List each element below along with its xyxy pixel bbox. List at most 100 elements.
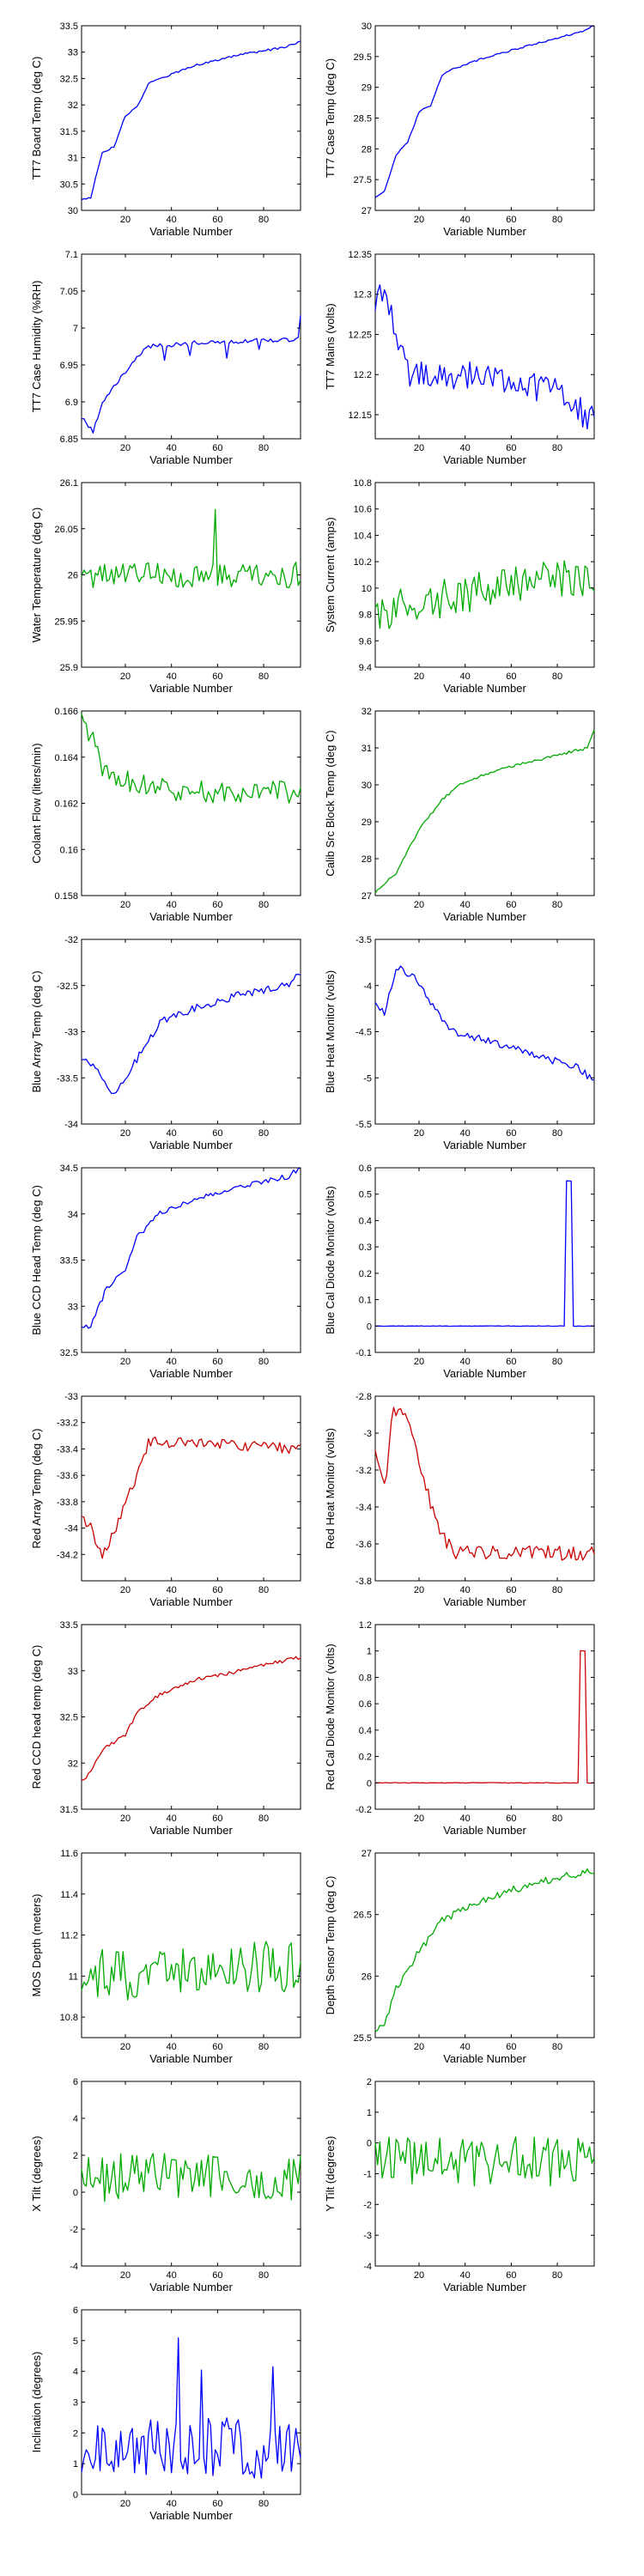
y-tick-label: 33 [68, 1667, 78, 1677]
y-tick-label: -2.8 [355, 1392, 372, 1402]
x-tick-label: 40 [460, 2270, 471, 2281]
x-tick-label: 80 [552, 443, 562, 453]
y-tick-label: 0.4 [359, 1216, 372, 1226]
series-line [81, 714, 301, 804]
plot-frame [374, 1167, 595, 1353]
y-axis-label: Red CCD head temp (deg C) [30, 1645, 43, 1789]
y-axis-label: TT7 Mains (volts) [324, 303, 337, 389]
chart-panel: 20 40 60 80 27 27.5 28 28.5 29 29.5 30 Variable Num… [324, 21, 595, 238]
y-tick-label: 31.5 [60, 127, 78, 137]
x-tick-label: 40 [167, 1128, 177, 1139]
y-tick-label: 11.6 [60, 1849, 78, 1859]
x-tick-label: 40 [460, 1128, 471, 1139]
y-tick-label: 28 [361, 144, 372, 155]
x-tick-label: 80 [552, 671, 562, 682]
x-tick-label: 40 [167, 215, 177, 225]
y-tick-label: -34.2 [57, 1550, 78, 1560]
x-tick-label: 60 [506, 215, 516, 225]
y-tick-label: 0.166 [54, 707, 78, 717]
y-tick-label: 2 [73, 2428, 78, 2439]
x-axis-label: Variable Number [443, 453, 526, 466]
y-tick-label: 31.5 [60, 1805, 78, 1815]
y-tick-label: 0 [367, 1321, 372, 1332]
x-tick-label: 20 [414, 1585, 424, 1595]
series-line [374, 1868, 595, 2032]
y-tick-label: -4 [363, 2262, 372, 2272]
plot-frame [81, 1852, 301, 2038]
chart-panel: 20 40 60 80 12.15 12.2 12.25 12.3 12.35 Variable … [324, 250, 595, 466]
x-tick-label: 20 [414, 900, 424, 910]
y-tick-label: 26.1 [60, 478, 78, 489]
x-tick-label: 20 [414, 671, 424, 682]
y-axis-label: Red Array Temp (deg C) [30, 1429, 43, 1549]
y-tick-label: 29 [361, 83, 372, 94]
y-tick-label: 27 [361, 891, 372, 902]
x-axis-label: Variable Number [149, 2509, 233, 2522]
x-tick-label: 60 [212, 2270, 222, 2281]
x-tick-label: 80 [552, 1814, 562, 1824]
x-tick-label: 60 [506, 671, 516, 682]
x-tick-label: 60 [506, 2042, 516, 2052]
x-axis-label: Variable Number [443, 2281, 526, 2293]
x-tick-label: 80 [258, 1585, 269, 1595]
x-tick-label: 60 [212, 2042, 222, 2052]
y-tick-label: 12.15 [348, 410, 372, 421]
y-tick-label: -1 [363, 2170, 372, 2180]
y-tick-label: 7 [73, 324, 78, 334]
x-tick-label: 80 [552, 215, 562, 225]
y-tick-label: 26 [68, 571, 78, 581]
x-axis-label: Variable Number [149, 453, 233, 466]
series-line [374, 965, 595, 1081]
x-tick-label: 60 [212, 671, 222, 682]
series-line [81, 314, 301, 434]
x-tick-label: 80 [552, 1357, 562, 1367]
y-tick-label: 31 [68, 154, 78, 164]
y-tick-label: 10.2 [354, 557, 372, 568]
y-tick-label: 33 [68, 1302, 78, 1312]
y-tick-label: 1 [73, 2459, 78, 2470]
x-tick-label: 80 [258, 2270, 269, 2281]
x-tick-label: 40 [460, 1814, 471, 1824]
plot-frame [81, 1167, 301, 1353]
y-tick-label: -3.5 [355, 935, 372, 945]
x-tick-label: 40 [460, 1585, 471, 1595]
x-tick-label: 80 [258, 1814, 269, 1824]
y-tick-label: 26.5 [354, 1911, 372, 1921]
y-tick-label: -34 [64, 1524, 78, 1534]
y-tick-label: 30 [68, 206, 78, 216]
x-axis-label: Variable Number [149, 1139, 233, 1151]
x-tick-label: 80 [552, 2042, 562, 2052]
plot-frame [374, 710, 595, 896]
y-tick-label: 12.3 [354, 290, 372, 301]
x-tick-label: 20 [120, 900, 131, 910]
y-tick-label: 33.5 [60, 1256, 78, 1267]
y-tick-label: -2 [363, 2200, 372, 2210]
y-axis-label: Blue Array Temp (deg C) [30, 970, 43, 1092]
y-tick-label: -4 [70, 2262, 78, 2272]
y-axis-label: TT7 Board Temp (deg C) [30, 57, 43, 180]
y-tick-label: 7.1 [65, 250, 78, 260]
x-tick-label: 80 [258, 2499, 269, 2509]
x-tick-label: 80 [258, 671, 269, 682]
x-tick-label: 20 [120, 1357, 131, 1367]
y-tick-label: 32 [361, 707, 372, 717]
y-tick-label: 30.5 [60, 179, 78, 190]
y-axis-label: Inclination (degrees) [30, 2352, 43, 2453]
y-tick-label: -3.6 [355, 1540, 372, 1550]
x-tick-label: 60 [212, 1357, 222, 1367]
x-tick-label: 80 [258, 1357, 269, 1367]
x-tick-label: 40 [167, 1585, 177, 1595]
plot-frame [374, 1852, 595, 2038]
x-tick-label: 20 [120, 1814, 131, 1824]
y-tick-label: -4 [363, 981, 372, 992]
y-tick-label: 32.5 [60, 1713, 78, 1723]
y-tick-label: 10.4 [354, 531, 372, 541]
x-tick-label: 20 [120, 2042, 131, 2052]
y-tick-label: -33.6 [57, 1471, 78, 1481]
y-tick-label: -5 [363, 1073, 372, 1084]
x-tick-label: 20 [120, 2499, 131, 2509]
chart-panel: 20 40 60 80 31.5 32 32.5 33 33.5 Variable Number R… [30, 1620, 301, 1837]
y-tick-label: 2 [73, 2151, 78, 2161]
y-axis-label: Calib Src Block Temp (deg C) [324, 730, 337, 876]
x-tick-label: 20 [120, 671, 131, 682]
